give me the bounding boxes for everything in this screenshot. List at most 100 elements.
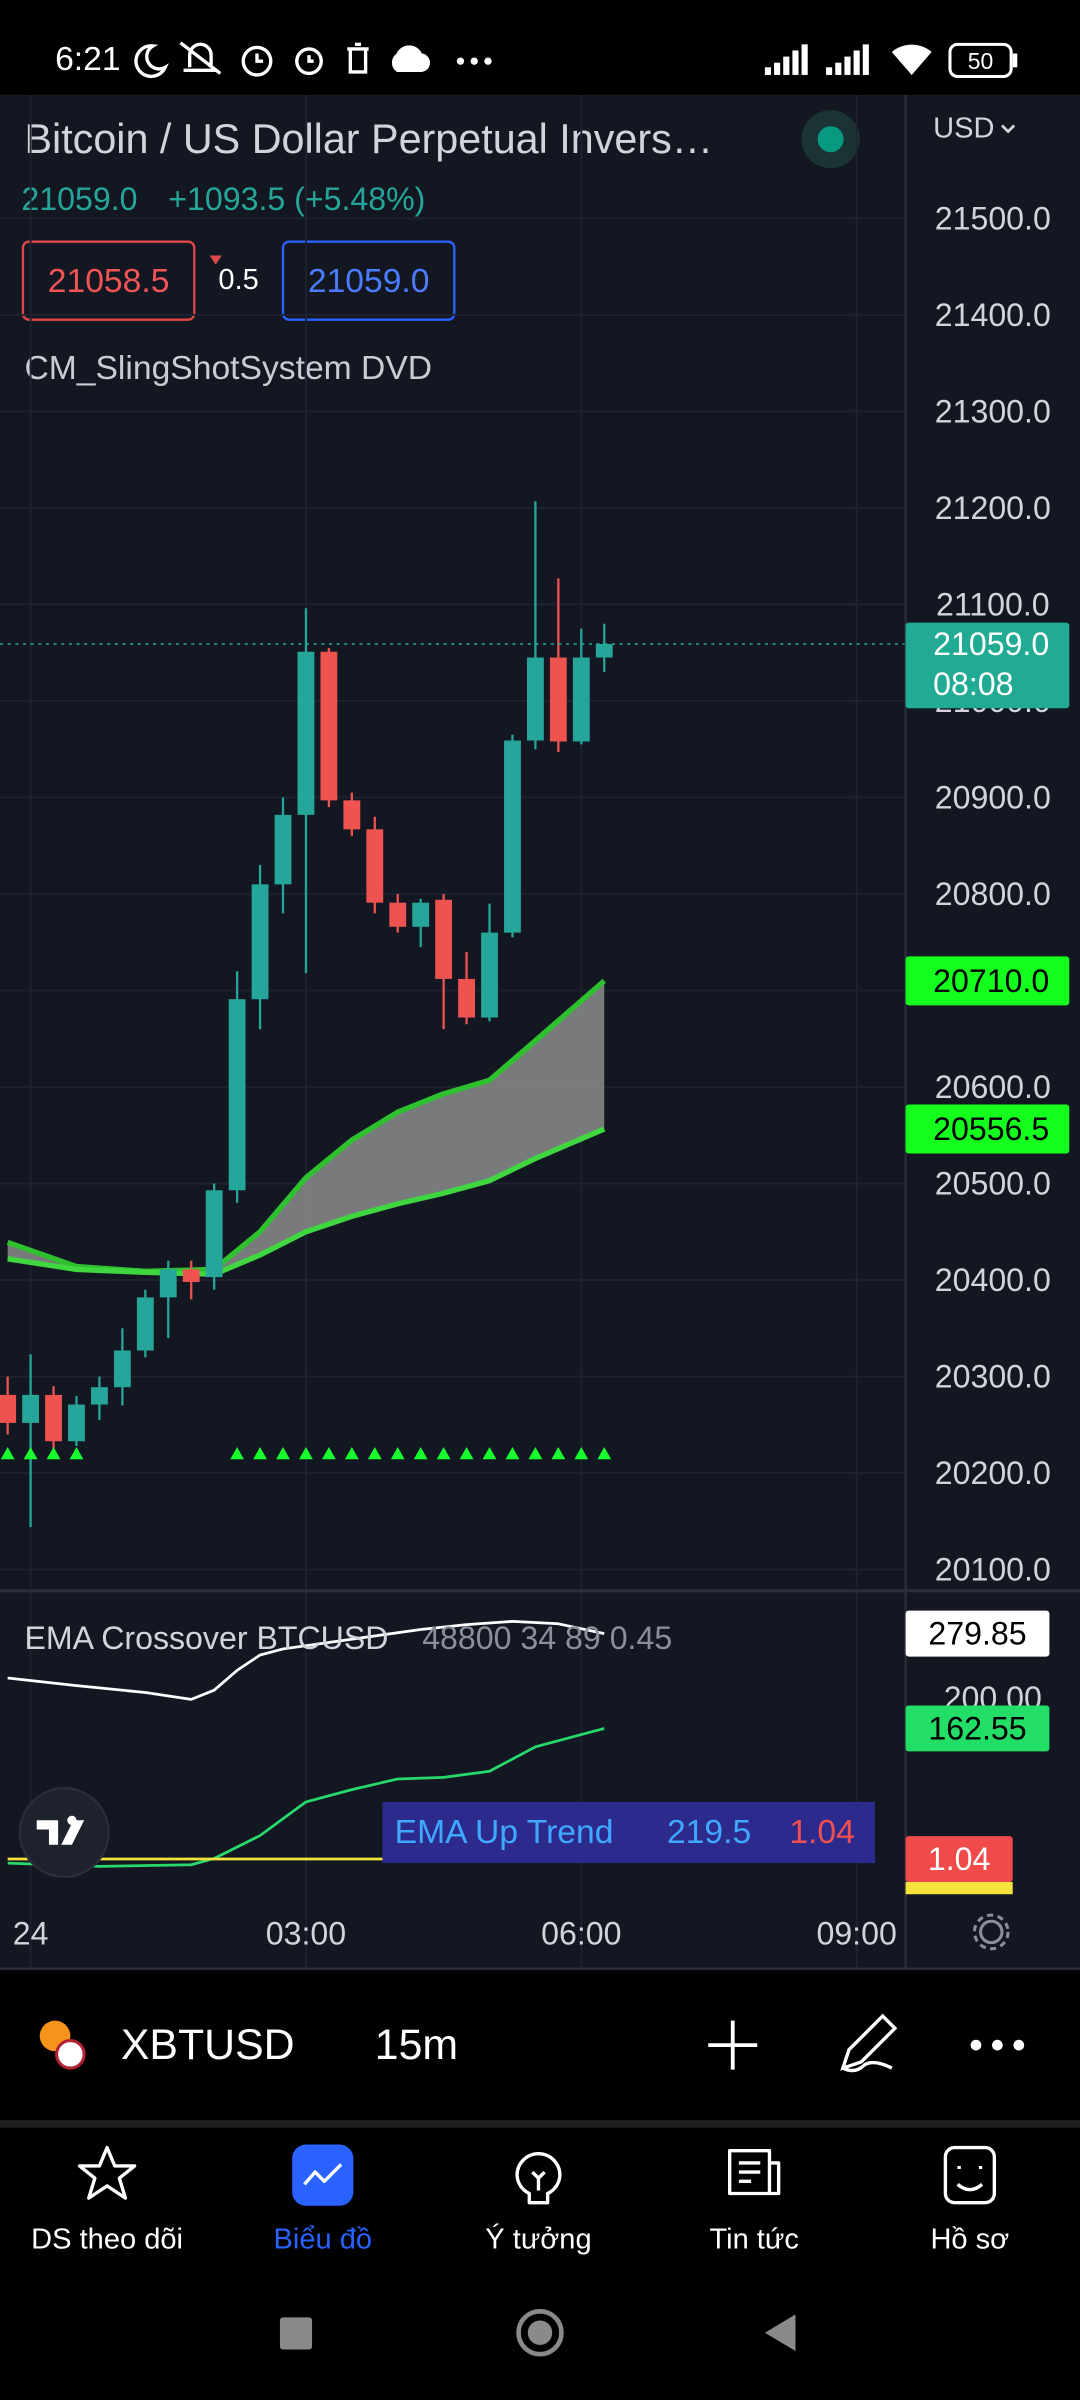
spread: 0.5 [218,264,258,296]
y-tick-label: 21400.0 [935,297,1051,333]
home-button[interactable] [516,2308,564,2357]
cloud-fill [7,980,605,1275]
nav-icon-bg [292,2144,354,2206]
y-tick-label: 20200.0 [935,1455,1051,1491]
buy-button[interactable] [281,240,456,321]
bid-price: 21058.5 [48,263,170,300]
price-label: 20710.0 [933,963,1049,999]
candle-body [0,1394,17,1423]
signal-marker [597,1447,612,1460]
toolbar-symbol[interactable]: XBTUSD [121,2021,295,2069]
signal-marker [69,1447,84,1460]
signal-marker [344,1447,359,1460]
nav-icon[interactable] [515,2152,562,2205]
signal-marker [322,1447,336,1460]
nav-label[interactable]: DS theo dõi [31,2223,183,2255]
signal-marker [528,1447,543,1460]
candle-body [182,1269,200,1282]
sell-button[interactable] [21,240,196,321]
nav-icon[interactable] [728,2148,781,2196]
signal-marker [230,1447,244,1460]
indicator-title[interactable]: EMA Crossover BTCUSD [24,1620,388,1656]
candle-body [251,884,269,1000]
nav-icon[interactable] [943,2145,997,2205]
y-tick-label: 20600.0 [935,1069,1051,1105]
candle-body [526,657,544,741]
candle-body [113,1350,131,1388]
value-label-box [905,1836,1013,1882]
candle-body [320,651,338,801]
value-label: 1.04 [928,1841,991,1877]
battery [948,42,1013,79]
signal-icons [764,44,932,75]
signal-marker [413,1447,428,1460]
candle-body [412,902,430,927]
nav-label[interactable]: Tin tức [709,2223,798,2255]
y-tick-label: 21100.0 [936,586,1050,622]
y-tick-label: 20400.0 [935,1262,1051,1298]
signal-marker [390,1447,405,1460]
recents-button[interactable] [279,2317,313,2350]
signal-marker [367,1447,382,1460]
main-plot [0,501,906,1528]
draw-button[interactable] [840,2013,898,2073]
signal-marker [0,1447,15,1460]
y-tick-label: 21500.0 [935,200,1051,236]
add-button[interactable] [708,2020,758,2070]
status-dots [456,57,492,65]
y-tick-label: 20900.0 [935,779,1051,815]
indicator-params: 48800 34 89 0.45 [422,1620,672,1656]
signal-marker [253,1447,267,1460]
battery-level: 50 [968,48,994,74]
nav-label[interactable]: Hồ sơ [930,2223,1009,2255]
nav-icon[interactable] [77,2145,137,2200]
candle-body [481,932,498,1018]
nav-label[interactable]: Ý tưởng [485,2222,591,2255]
candle-body [343,800,361,830]
battery-tip [1012,53,1018,68]
x-tick-label: 06:00 [541,1915,621,1951]
market-status-dot [817,126,844,153]
signal-marker [482,1447,497,1460]
signal-marker [574,1447,589,1460]
back-button[interactable] [764,2314,796,2352]
currency-chevron [1001,124,1016,134]
y-tick-label: 20300.0 [935,1359,1051,1395]
candle-body [389,902,407,927]
currency[interactable]: USD [933,112,994,144]
axes: 24 03:00 06:00 09:00 21500.0 21400.0 21300.0 21… [13,200,1070,1951]
candle-body [458,978,475,1018]
info-value: 219.5 [667,1814,751,1851]
logo-mark [36,1815,85,1845]
settings-icon[interactable] [972,1913,1010,1951]
candle-body [297,651,315,815]
symbol-title[interactable]: Bitcoin / US Dollar Perpetual Invers… [24,116,713,162]
status-icons [134,41,430,78]
signal-marker [459,1447,474,1460]
x-tick-label: 09:00 [816,1915,896,1951]
y-tick-label: 20100.0 [935,1552,1051,1588]
clock: 6:21 [55,41,120,78]
home-button-dot [527,2320,553,2345]
more-button[interactable] [970,2039,1025,2051]
price-countdown: 08:08 [933,666,1013,702]
candle-body [205,1190,223,1278]
info-value: 1.04 [789,1814,854,1851]
logo[interactable] [18,1786,110,1879]
nav-icon[interactable] [303,2163,343,2186]
value-label-box [905,1610,1050,1657]
indicator-name[interactable]: CM_SlingShotSystem DVD [24,350,432,387]
signal-marker [46,1447,61,1460]
indicator-line [7,1619,605,1701]
candle-body [595,644,613,658]
last-price: 21059.0 [21,181,137,217]
y-tick-label: 21200.0 [935,490,1051,526]
ema-line [7,1126,606,1277]
y-tick-label: 20800.0 [935,876,1051,912]
candle-body [435,899,453,979]
candle-body [572,657,590,742]
toolbar-interval[interactable]: 15m [375,2021,458,2069]
indicator-plot: EMA Up Trend 219.5 1.04 [7,1619,876,1868]
nav-label[interactable]: Biểu đồ [274,2223,373,2255]
usd-flag [55,2039,86,2070]
